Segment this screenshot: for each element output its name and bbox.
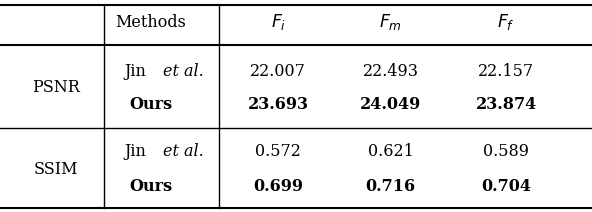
Text: 24.049: 24.049: [360, 96, 422, 113]
Text: 0.699: 0.699: [253, 178, 303, 195]
Text: Methods: Methods: [115, 14, 186, 31]
Text: 23.693: 23.693: [247, 96, 309, 113]
Text: 22.007: 22.007: [250, 63, 306, 80]
Text: 0.704: 0.704: [481, 178, 531, 195]
Text: 0.589: 0.589: [483, 143, 529, 160]
Text: SSIM: SSIM: [34, 161, 79, 178]
Text: PSNR: PSNR: [33, 80, 80, 96]
Text: et al.: et al.: [163, 63, 204, 80]
Text: $F_m$: $F_m$: [379, 12, 402, 32]
Text: Jin: Jin: [124, 63, 152, 80]
Text: $F_f$: $F_f$: [497, 12, 515, 32]
Text: 0.716: 0.716: [366, 178, 416, 195]
Text: 0.572: 0.572: [255, 143, 301, 160]
Text: et al.: et al.: [163, 143, 204, 160]
Text: Ours: Ours: [130, 96, 172, 113]
Text: 23.874: 23.874: [475, 96, 537, 113]
Text: Jin: Jin: [124, 143, 152, 160]
Text: $F_i$: $F_i$: [271, 12, 286, 32]
Text: 0.621: 0.621: [368, 143, 414, 160]
Text: 22.157: 22.157: [478, 63, 534, 80]
Text: Ours: Ours: [130, 178, 172, 195]
Text: 22.493: 22.493: [363, 63, 419, 80]
